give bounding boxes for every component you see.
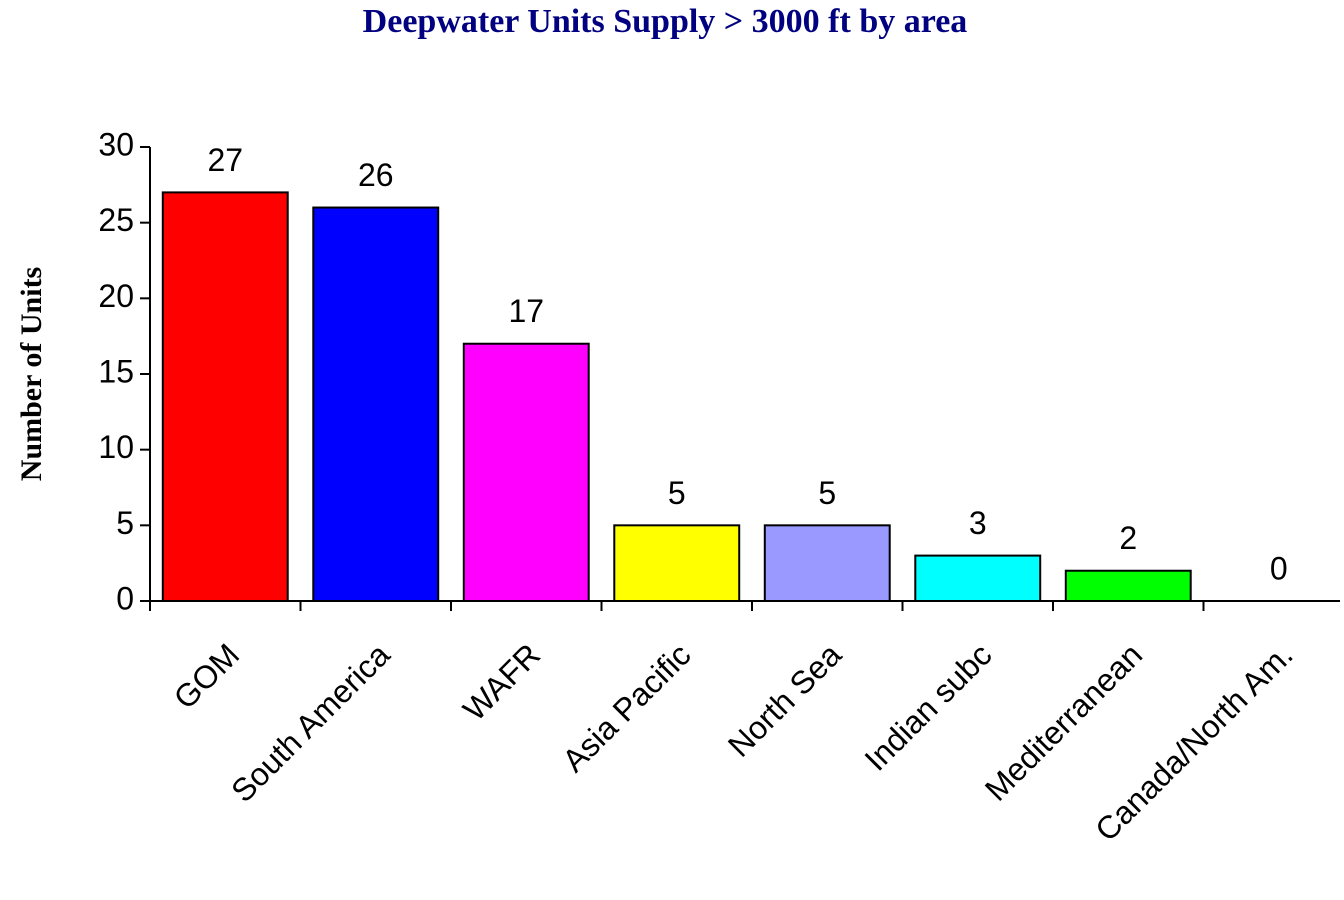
x-tick-label: Mediterranean <box>978 636 1149 807</box>
data-label: 0 <box>1270 550 1288 586</box>
y-tick-label: 0 <box>116 580 134 616</box>
chart-title: Deepwater Units Supply > 3000 ft by area <box>363 3 968 40</box>
data-label: 17 <box>508 293 544 329</box>
bar <box>1064 569 1192 603</box>
x-tick-label: North Sea <box>721 636 848 763</box>
data-label: 5 <box>818 475 836 511</box>
data-label: 26 <box>358 157 394 193</box>
x-tick-label: GOM <box>167 636 247 716</box>
bar <box>613 524 741 602</box>
data-label: 3 <box>969 505 987 541</box>
bar <box>312 206 440 603</box>
x-tick-label: South America <box>224 636 397 809</box>
y-axis-label: Number of Units <box>15 267 48 481</box>
x-tick-label: Indian subc <box>857 636 998 777</box>
x-tick-label: WAFR <box>456 636 547 727</box>
bar <box>161 191 289 602</box>
y-tick-label: 15 <box>98 353 134 389</box>
data-label: 5 <box>668 475 686 511</box>
y-tick-label: 30 <box>98 126 134 162</box>
y-tick-label: 5 <box>116 505 134 541</box>
bar <box>763 524 891 602</box>
y-tick-label: 10 <box>98 429 134 465</box>
y-tick-label: 25 <box>98 202 134 238</box>
bar <box>914 554 1042 602</box>
y-tick-label: 20 <box>98 278 134 314</box>
data-label: 2 <box>1119 520 1137 556</box>
bar <box>462 342 590 602</box>
data-label: 27 <box>207 142 243 178</box>
x-tick-label: Asia Pacific <box>555 636 697 778</box>
